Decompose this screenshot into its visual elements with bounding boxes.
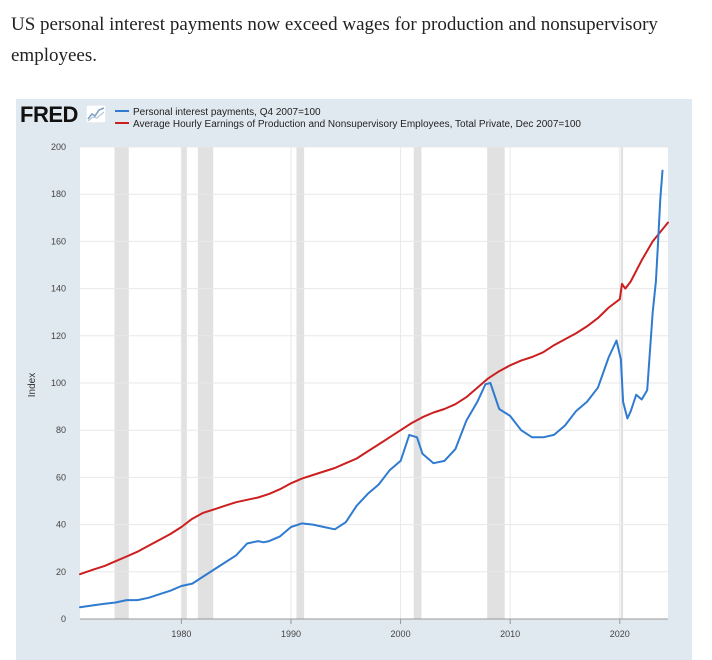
series-line-interest-payments xyxy=(79,169,664,609)
x-tick-label: 2000 xyxy=(391,629,411,639)
x-tick-label: 1980 xyxy=(171,629,191,639)
legend: Personal interest payments, Q4 2007=100 … xyxy=(115,107,581,131)
y-tick-label: 80 xyxy=(56,425,66,435)
legend-item-earnings: Average Hourly Earnings of Production an… xyxy=(115,119,581,131)
legend-label-interest: Personal interest payments, Q4 2007=100 xyxy=(133,107,321,118)
legend-item-interest: Personal interest payments, Q4 2007=100 xyxy=(115,107,581,119)
line-chart: 0 20 40 60 80 100 120 140 160 180 200 1980 1990 2000 2… xyxy=(27,142,669,639)
y-tick-label: 180 xyxy=(51,189,66,199)
legend-label-earnings: Average Hourly Earnings of Production an… xyxy=(133,119,581,130)
x-tick-label: 2020 xyxy=(610,629,630,639)
y-tick-label: 60 xyxy=(56,472,66,482)
y-tick-label: 0 xyxy=(61,614,66,624)
chart-frame: FRED Personal interest payments, Q4 2007… xyxy=(16,99,692,660)
y-axis-label: Index xyxy=(27,373,38,397)
legend-swatch-red xyxy=(115,122,129,125)
y-tick-label: 120 xyxy=(51,331,66,341)
y-tick-label: 140 xyxy=(51,284,66,294)
legend-swatch-blue xyxy=(115,110,129,113)
y-tick-label: 160 xyxy=(51,236,66,246)
series-line-hourly-earnings xyxy=(79,221,669,576)
fred-logo: FRED xyxy=(20,102,78,127)
y-tick-label: 100 xyxy=(51,378,66,388)
y-tick-label: 20 xyxy=(56,567,66,577)
fred-chart-icon xyxy=(86,105,106,123)
headline: US personal interest payments now exceed… xyxy=(11,14,658,66)
x-tick-label: 1990 xyxy=(281,629,301,639)
x-tick-label: 2010 xyxy=(500,629,520,639)
y-tick-label: 200 xyxy=(51,142,66,152)
y-tick-label: 40 xyxy=(56,520,66,530)
